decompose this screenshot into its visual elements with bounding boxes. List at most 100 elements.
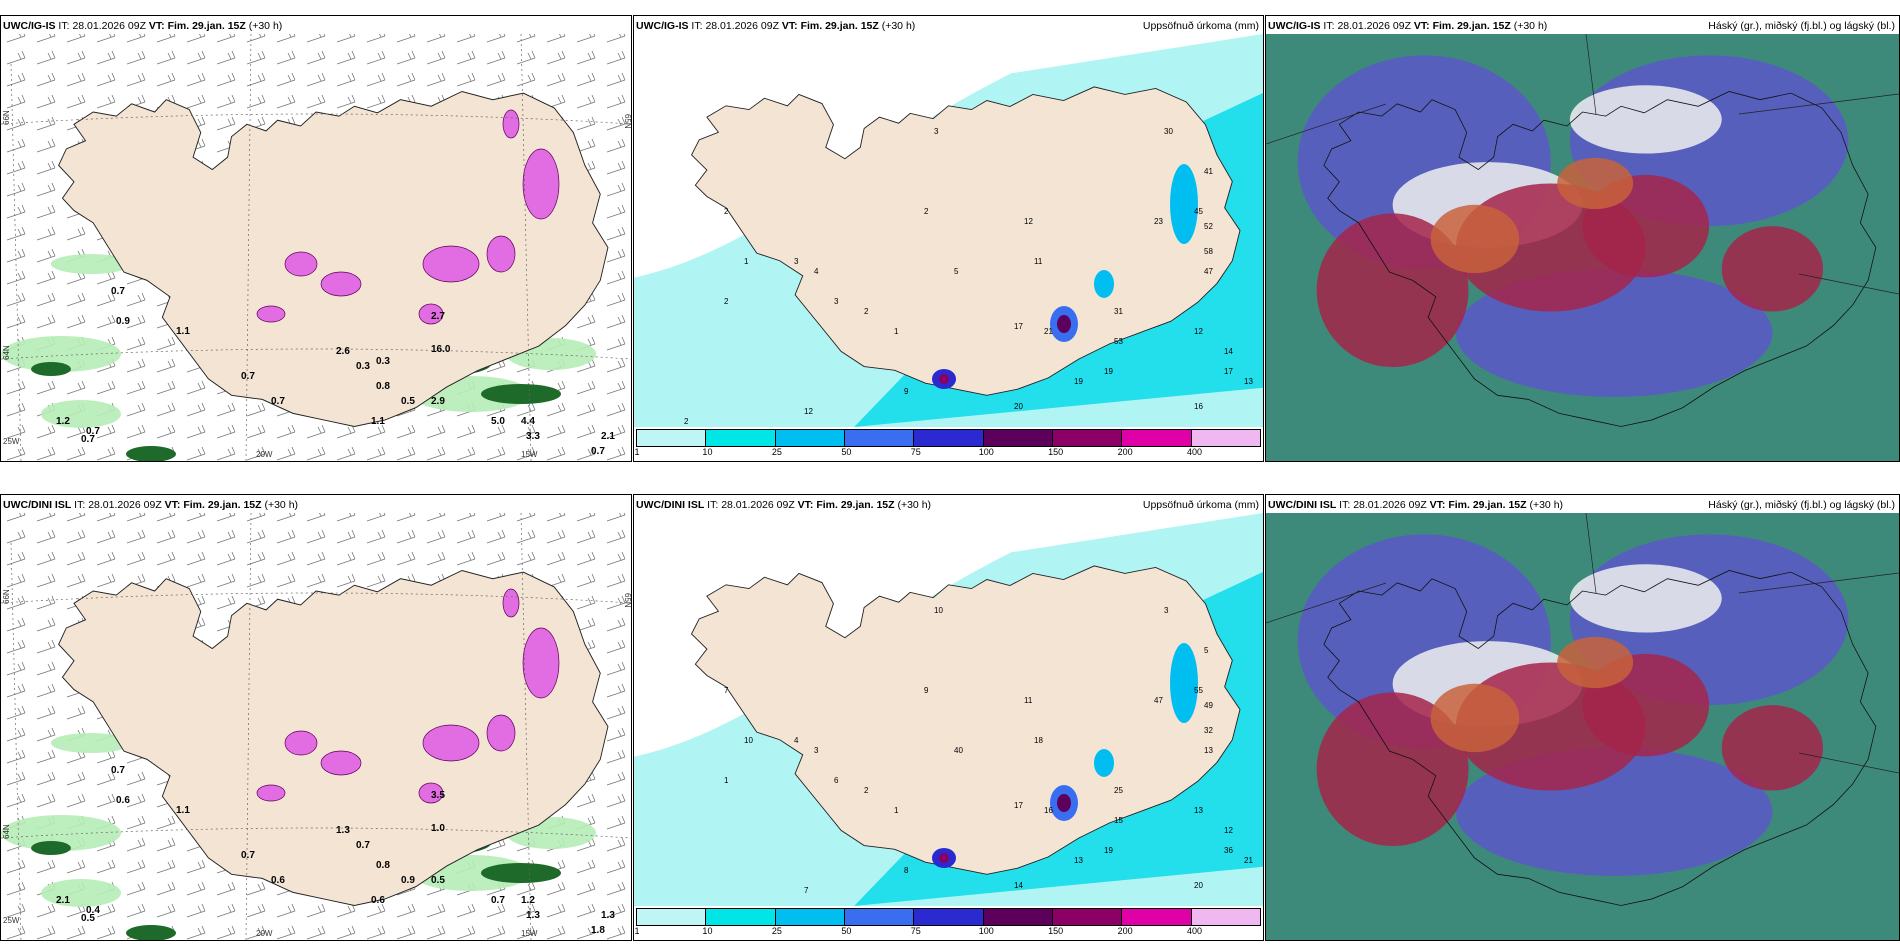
wind-barb xyxy=(606,160,626,175)
model-name: UWC/DINI ISL xyxy=(1268,499,1337,511)
cloud-high-thin xyxy=(1557,636,1634,689)
wind-barb xyxy=(216,34,236,43)
wind-barb xyxy=(606,513,626,522)
precip-value-label: 41 xyxy=(1204,167,1213,176)
wind-barb xyxy=(6,204,26,219)
wind-barb xyxy=(186,446,206,461)
wind-barb xyxy=(96,94,116,109)
wind-barb xyxy=(546,424,566,439)
wind-barb xyxy=(36,248,56,263)
precip-maximum xyxy=(1057,794,1071,812)
it-label: IT: xyxy=(58,20,70,32)
wind-barb xyxy=(606,661,626,676)
wind-barb xyxy=(6,160,26,175)
wind-barb xyxy=(546,881,566,896)
wind-barb xyxy=(606,705,626,720)
wind-barb xyxy=(456,925,476,940)
wind-barb xyxy=(36,182,56,197)
wind-barb xyxy=(216,529,236,544)
cloud-high xyxy=(1721,705,1824,791)
precip-maximum xyxy=(1170,643,1198,723)
wind-barb xyxy=(606,380,626,395)
precip-maximum xyxy=(939,374,949,384)
wind-barb xyxy=(126,72,146,87)
lon-label: 20W xyxy=(256,450,273,459)
wind-barb xyxy=(486,50,506,65)
wind-barb xyxy=(36,34,56,43)
wind-barb xyxy=(546,446,566,461)
wind-barb xyxy=(396,551,416,566)
precip-value-label: 2 xyxy=(924,207,929,216)
wind-barb xyxy=(36,925,56,940)
wind-barb xyxy=(276,529,296,544)
wind-barb xyxy=(366,424,386,439)
lead-time: (+30 h) xyxy=(1529,499,1564,511)
precip-value-label: 1 xyxy=(724,776,729,785)
lat-label: 66N xyxy=(2,589,11,604)
precip-value-label: 2 xyxy=(724,297,729,306)
wind-barb xyxy=(336,513,356,522)
precip-value-label: 0.6 xyxy=(116,795,130,806)
wind-barb xyxy=(276,34,296,43)
wind-barb xyxy=(6,683,26,698)
precip-value-label: 30 xyxy=(1164,127,1173,136)
wind-barb xyxy=(246,513,266,522)
wind-barb xyxy=(486,446,506,461)
precip-color-scale: 1 10 25 50 75 100 150 200 400 xyxy=(634,906,1263,940)
heavy-precip-area xyxy=(481,384,561,404)
precip-value-label: 21 xyxy=(1044,327,1053,336)
vt-value: Fim. 29.jan. 15Z xyxy=(1448,499,1527,511)
wind-barb xyxy=(246,402,266,417)
wind-barb xyxy=(6,380,26,395)
wind-barb xyxy=(66,94,86,109)
wind-barb xyxy=(6,551,26,566)
wind-barb xyxy=(336,529,356,544)
wind-barb xyxy=(36,292,56,307)
wind-barb xyxy=(6,424,26,439)
precip-value-label: 1 xyxy=(894,327,899,336)
it-value: 28.01.2026 09Z xyxy=(72,20,146,32)
wind-barb xyxy=(96,573,116,588)
wind-barb xyxy=(516,50,536,65)
wind-barb xyxy=(336,551,356,566)
wind-barb xyxy=(396,424,416,439)
lat-label: 64N xyxy=(2,824,11,839)
precip-maximum xyxy=(1094,270,1114,298)
wind-barb xyxy=(516,34,536,43)
precip-value-label: 9 xyxy=(924,686,929,695)
wind-barb xyxy=(456,50,476,65)
precip-value-label: 58 xyxy=(1204,247,1213,256)
precip-value-label: 3 xyxy=(814,746,819,755)
wind-barb xyxy=(426,424,446,439)
wind-barb xyxy=(576,513,596,522)
wind-barb xyxy=(306,513,326,522)
wind-barb xyxy=(36,727,56,742)
scale-swatch xyxy=(706,430,776,446)
wind-barb xyxy=(186,529,206,544)
wind-barb xyxy=(6,661,26,676)
scale-tick-label: 200 xyxy=(1117,926,1133,936)
cloud-high-thin xyxy=(1557,157,1634,210)
wind-barb xyxy=(6,771,26,786)
scale-tick-label: 1 xyxy=(634,447,640,457)
precip-value-label: 19 xyxy=(1104,367,1113,376)
precip-maximum xyxy=(1094,749,1114,777)
wind-barb xyxy=(186,380,206,395)
precip-value-label: 5.0 xyxy=(491,416,505,427)
wind-barb xyxy=(36,94,56,109)
wind-precip-map-panel: 66N 64N 65N 20W 15W 25W 0.7 0.6 0.7 1.1 0.4 0.6 0.7 0… xyxy=(0,494,632,941)
scale-swatch xyxy=(983,909,1053,925)
wind-barb xyxy=(546,925,566,940)
scale-tick-label: 400 xyxy=(1187,926,1203,936)
wind-barb xyxy=(396,50,416,65)
lon-label: 25W xyxy=(3,437,20,446)
wind-barb xyxy=(516,513,536,522)
wind-barb xyxy=(6,72,26,87)
wind-barb xyxy=(156,815,176,830)
precip-value-label: 0.9 xyxy=(401,875,415,886)
wind-barb xyxy=(36,513,56,522)
precip-value-label: 0.6 xyxy=(371,895,385,906)
wind-barb xyxy=(156,881,176,896)
scale-swatch xyxy=(1052,909,1123,925)
wind-barb xyxy=(66,226,86,241)
